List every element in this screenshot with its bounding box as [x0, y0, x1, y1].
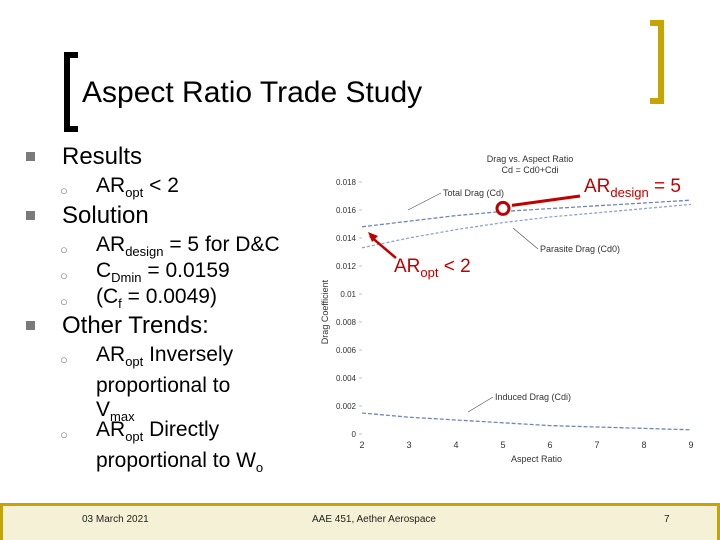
x-tick-label: 2: [359, 440, 364, 450]
sub-other-inverse: ○ ARopt Inversely proportional to Vmax: [60, 343, 296, 429]
bullet-other-trends: Other Trends:: [26, 312, 209, 340]
y-tick-label: 0: [352, 430, 357, 439]
title-bracket-left: [64, 52, 78, 132]
ann-design-sub: design: [610, 184, 649, 200]
bullet-results: Results: [26, 143, 143, 171]
y-tick-label: 0.012: [336, 262, 357, 271]
aropt-arrowhead: [368, 232, 378, 242]
cdmin-sub: Dmin: [111, 270, 142, 286]
inverse-sub: opt: [125, 354, 144, 370]
x-tick-label: 7: [594, 440, 599, 450]
sub-solution-cf: ○ (Cf = 0.0049): [60, 285, 217, 316]
direct-sub: opt: [125, 429, 144, 445]
annotation-aropt: ARopt < 2: [394, 256, 471, 280]
bullet-other-label: Other Trends:: [62, 312, 209, 339]
direct-l2: proportional to W: [96, 449, 256, 473]
direct-l1: Directly: [143, 418, 220, 441]
aropt-sub: opt: [125, 185, 144, 201]
bullet-solution: Solution: [26, 202, 149, 230]
aropt-ar: AR: [96, 174, 126, 197]
y-tick-label: 0.006: [336, 346, 357, 355]
chart-title: Drag vs. Aspect Ratio: [487, 154, 574, 164]
inverse-l1: Inversely: [143, 343, 234, 366]
footer-center: AAE 451, Aether Aerospace: [312, 514, 436, 525]
bullet-results-label: Results: [62, 143, 143, 170]
ring-bullet-icon: ○: [60, 294, 68, 309]
series-line-0: [361, 199, 692, 228]
y-tick-label: 0.008: [336, 318, 357, 327]
cf-pre: (C: [96, 285, 119, 308]
ann-opt-rest: < 2: [438, 256, 471, 277]
series-label-2: Induced Drag (Cdi): [495, 392, 571, 402]
y-tick-label: 0.01: [340, 290, 356, 299]
ardesign-sub: design: [125, 244, 164, 260]
footer-bar: [0, 503, 720, 540]
direct-wsub: o: [255, 460, 264, 476]
series-line-1: [361, 203, 692, 249]
inverse-l2: proportional to: [96, 374, 231, 398]
ardesign-rest: = 5 for D&C: [163, 233, 280, 256]
direct-ar: AR: [96, 418, 126, 441]
series-label-arrow-0: [407, 192, 442, 211]
design-point-arrow: [511, 194, 581, 207]
y-tick-label: 0.014: [336, 234, 357, 243]
ann-opt-sub: opt: [420, 264, 439, 280]
design-point-marker: [495, 200, 511, 216]
ring-bullet-icon: ○: [60, 242, 68, 257]
cdmin-c: C: [96, 259, 112, 282]
ring-bullet-icon: ○: [60, 183, 68, 198]
ardesign-ar: AR: [96, 233, 126, 256]
title-bracket-right: [650, 20, 664, 104]
annotation-ardesign: ARdesign = 5: [584, 176, 681, 200]
square-bullet-icon: [26, 152, 35, 161]
ring-bullet-icon: ○: [60, 427, 68, 442]
sub-results-aropt: ○ ARopt < 2: [60, 174, 179, 205]
page-title: Aspect Ratio Trade Study: [82, 76, 423, 109]
y-tick-label: 0.016: [336, 206, 357, 215]
y-tick-label: 0.002: [336, 402, 357, 411]
x-tick-label: 9: [688, 440, 693, 450]
y-tick-label: 0.018: [336, 178, 357, 187]
x-axis-label: Aspect Ratio: [511, 454, 562, 464]
x-tick-label: 6: [547, 440, 552, 450]
series-label-arrow-1: [512, 227, 539, 250]
x-tick-label: 4: [453, 440, 458, 450]
chart-subtitle: Cd = Cd0+Cdi: [501, 165, 558, 175]
sub-other-direct: ○ ARopt Directly proportional to Wo: [60, 418, 316, 480]
sub-solution-ardesign: ○ ARdesign = 5 for D&C: [60, 233, 280, 264]
inverse-vsub: max: [110, 409, 135, 425]
square-bullet-icon: [26, 321, 35, 330]
y-tick-label: 0.004: [336, 374, 357, 383]
footer-page: 7: [664, 514, 670, 525]
series-label-1: Parasite Drag (Cd0): [540, 244, 620, 254]
ann-design-rest: = 5: [648, 176, 681, 197]
square-bullet-icon: [26, 211, 35, 220]
ring-bullet-icon: ○: [60, 352, 68, 367]
x-tick-label: 3: [406, 440, 411, 450]
cf-rest: = 0.0049): [121, 285, 217, 308]
sub-solution-cdmin: ○ CDmin = 0.0159: [60, 259, 230, 290]
inverse-v: V: [96, 398, 111, 422]
ann-opt-ar: AR: [394, 256, 421, 277]
cdmin-rest: = 0.0159: [141, 259, 230, 282]
series-label-0: Total Drag (Cd): [443, 188, 504, 198]
aropt-rest: < 2: [143, 174, 179, 197]
cf-sub: f: [118, 296, 122, 312]
bullet-solution-label: Solution: [62, 202, 149, 229]
series-label-arrow-2: [467, 396, 494, 413]
ring-bullet-icon: ○: [60, 268, 68, 283]
footer-date: 03 March 2021: [82, 514, 149, 525]
ann-design-ar: AR: [584, 176, 611, 197]
series-line-2: [361, 412, 692, 431]
y-axis-label: Drag Coefficient: [320, 279, 330, 344]
x-tick-label: 8: [641, 440, 646, 450]
x-tick-label: 5: [500, 440, 505, 450]
aropt-arrow: [369, 235, 397, 259]
inverse-ar: AR: [96, 343, 126, 366]
